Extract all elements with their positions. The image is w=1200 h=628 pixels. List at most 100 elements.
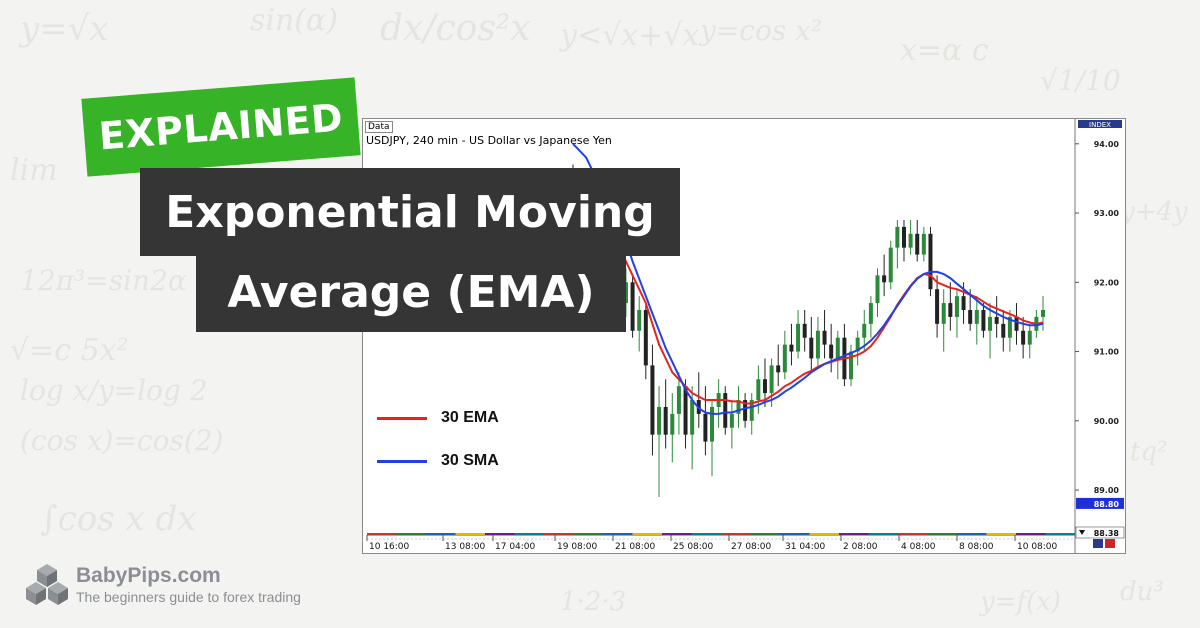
x-tick-label: 21 08:00: [615, 542, 656, 552]
candle-body: [968, 309, 973, 324]
candle-body: [941, 303, 946, 324]
x-tick-label: 27 08:00: [731, 542, 772, 552]
candle-body: [769, 365, 774, 394]
legend-swatch-sma: [377, 459, 427, 463]
candle-body: [762, 379, 767, 394]
x-axis-color-band: [485, 533, 515, 535]
x-tick-label: 19 08:00: [557, 542, 598, 552]
svg-text:lim: lim: [10, 153, 58, 188]
x-tick-label: 25 08:00: [673, 542, 714, 552]
svg-text:(cos x)=cos(2): (cos x)=cos(2): [20, 424, 223, 457]
price-marker-bid-label: 88.80: [1094, 500, 1120, 509]
x-axis-color-band: [691, 533, 721, 535]
candle-body: [994, 316, 999, 324]
x-axis-color-band: [396, 533, 426, 535]
x-tick-label: 31 04:00: [785, 542, 826, 552]
y-axis-header-label: INDEX: [1089, 121, 1111, 129]
babypips-logo[interactable]: BabyPips.com The beginners guide to fore…: [24, 562, 301, 608]
svg-text:y=√x: y=√x: [18, 9, 109, 49]
y-tick-label: 90.00: [1094, 417, 1120, 426]
svg-text:log x/y=log 2: log x/y=log 2: [20, 374, 208, 407]
candle-body: [822, 330, 827, 345]
y-tick-label: 94.00: [1094, 140, 1120, 149]
svg-text:x=α c: x=α c: [900, 33, 989, 68]
y-tick-label: 92.00: [1094, 278, 1120, 287]
candle-body: [1007, 316, 1012, 338]
candle-body: [749, 400, 754, 421]
svg-text:1·2·3: 1·2·3: [560, 587, 626, 617]
candle-body: [855, 337, 860, 352]
candle-body: [643, 309, 648, 366]
candle-body: [657, 406, 662, 435]
chart-canvas: INDEX 94.00 93.00 92.00 91.00 90.00 89.00 88.80…: [366, 119, 1125, 553]
x-axis-color-band: [1016, 533, 1046, 535]
x-tick-label: 4 08:00: [901, 542, 936, 552]
brand-tagline: The beginners guide to forex trading: [76, 589, 301, 605]
x-tick-label: 8 08:00: [959, 542, 994, 552]
price-marker-ask-label: 88.38: [1094, 529, 1120, 538]
price-marker-bid: [1076, 497, 1124, 509]
zoom-button-icon: [1093, 539, 1103, 548]
chart-title: USDJPY, 240 min - US Dollar vs Japanese …: [366, 134, 612, 147]
svg-text:12π³=sin2α: 12π³=sin2α: [20, 264, 187, 297]
candle-body: [882, 275, 887, 283]
x-tick-label: 2 08:00: [843, 542, 878, 552]
candle-body: [782, 344, 787, 373]
svg-text:√1/10: √1/10: [1040, 64, 1121, 97]
x-axis-color-band: [573, 533, 603, 535]
candle-body: [1041, 309, 1045, 317]
x-axis-color-band: [426, 533, 456, 535]
candle-body: [961, 296, 966, 310]
svg-text:y=f(x): y=f(x): [979, 587, 1061, 617]
candle-body: [703, 413, 708, 442]
candle-body: [948, 303, 953, 317]
y-tick-label: 89.00: [1094, 486, 1120, 495]
candle-body: [637, 309, 642, 331]
candle-body: [650, 365, 655, 435]
candle-body: [789, 344, 794, 352]
candle-body: [802, 323, 807, 338]
svg-text:sin(α): sin(α): [250, 3, 338, 38]
x-tick-label: 10 16:00: [369, 542, 410, 552]
ema-line: [572, 184, 1044, 405]
headline-line-2: Average (EMA): [196, 252, 626, 332]
candle-body: [849, 351, 854, 380]
candle-body: [981, 309, 986, 331]
candle-body: [756, 379, 761, 401]
price-marker-ask: [1075, 526, 1125, 539]
candle-body: [796, 323, 801, 352]
x-axis-color-band: [367, 533, 397, 535]
candle-body: [829, 344, 834, 359]
candle-body: [809, 337, 814, 359]
legend-item-ema: 30 EMA: [377, 409, 499, 427]
candle-body: [908, 233, 913, 248]
x-axis-color-band: [544, 533, 574, 535]
x-axis-color-band: [455, 533, 485, 535]
svg-text:y<√x+√x: y<√x+√x: [558, 18, 699, 53]
y-tick-label: 91.00: [1094, 348, 1120, 357]
x-tick-label: 10 08:00: [1017, 542, 1058, 552]
y-tick-label: 93.00: [1094, 209, 1120, 218]
x-axis-color-band: [986, 533, 1016, 535]
legend-swatch-ema: [377, 416, 427, 420]
legend-item-sma: 30 SMA: [377, 452, 499, 470]
x-axis-color-band: [868, 533, 898, 535]
candle-body: [988, 316, 993, 331]
candle-body: [875, 275, 880, 304]
candle-body: [723, 393, 728, 428]
chart-legend: 30 EMA 30 SMA: [377, 409, 499, 495]
candle-body: [868, 303, 873, 324]
brand-name: BabyPips.com: [76, 564, 221, 587]
candle-body: [1014, 316, 1019, 331]
headline-line-1: Exponential Moving: [140, 168, 680, 256]
x-axis-color-band: [603, 533, 633, 535]
svg-text:du³: du³: [1120, 577, 1164, 607]
candle-body: [683, 386, 688, 435]
candle-body: [862, 323, 867, 338]
x-tick-label: 13 08:00: [445, 542, 486, 552]
candle-body: [888, 247, 893, 283]
candle-body: [1001, 323, 1006, 338]
x-axis-color-band: [1045, 533, 1075, 535]
x-axis-color-band: [780, 533, 810, 535]
svg-text:y=cos x²: y=cos x²: [698, 14, 822, 47]
